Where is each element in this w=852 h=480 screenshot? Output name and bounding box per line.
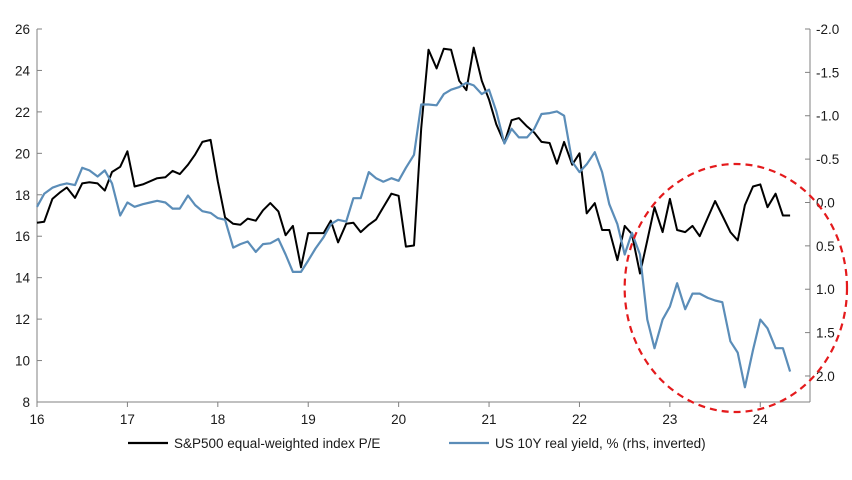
- left-y-tick-label: 24: [15, 63, 31, 78]
- x-tick-label: 22: [572, 412, 587, 427]
- left-y-tick-label: 22: [15, 105, 30, 120]
- right-y-tick-label: -1.0: [816, 109, 839, 124]
- x-tick-label: 17: [120, 412, 135, 427]
- x-tick-label: 23: [662, 412, 677, 427]
- left-y-tick-label: 12: [15, 312, 30, 327]
- left-y-tick-label: 18: [15, 188, 30, 203]
- right-y-tick-label: -0.5: [816, 152, 839, 167]
- highlight-dashed-ellipse: [623, 162, 849, 414]
- right-y-tick-label: 0.0: [816, 195, 835, 210]
- legend-label-real-yield: US 10Y real yield, % (rhs, inverted): [495, 436, 706, 451]
- x-tick-label: 20: [391, 412, 406, 427]
- right-y-tick-label: 1.5: [816, 326, 835, 341]
- left-y-tick-label: 10: [15, 354, 30, 369]
- right-y-tick-label: 2.0: [816, 369, 835, 384]
- right-y-tick-label: -1.5: [816, 65, 839, 80]
- left-y-tick-label: 14: [15, 271, 31, 286]
- legend-label-pe: S&P500 equal-weighted index P/E: [174, 436, 380, 451]
- right-y-tick-label: 0.5: [816, 239, 835, 254]
- x-tick-label: 21: [482, 412, 497, 427]
- x-tick-label: 18: [210, 412, 225, 427]
- series-line-pe: [36, 46, 791, 275]
- x-tick-label: 24: [753, 412, 769, 427]
- x-tick-label: 16: [29, 412, 44, 427]
- left-y-tick-label: 26: [15, 22, 30, 37]
- left-y-tick-label: 8: [22, 395, 30, 410]
- left-y-tick-label: 20: [15, 146, 30, 161]
- series-line-real-yield: [36, 81, 792, 389]
- left-y-tick-label: 16: [15, 229, 30, 244]
- right-y-tick-label: 1.0: [816, 282, 835, 297]
- right-y-tick-label: -2.0: [816, 22, 839, 37]
- x-tick-label: 19: [301, 412, 316, 427]
